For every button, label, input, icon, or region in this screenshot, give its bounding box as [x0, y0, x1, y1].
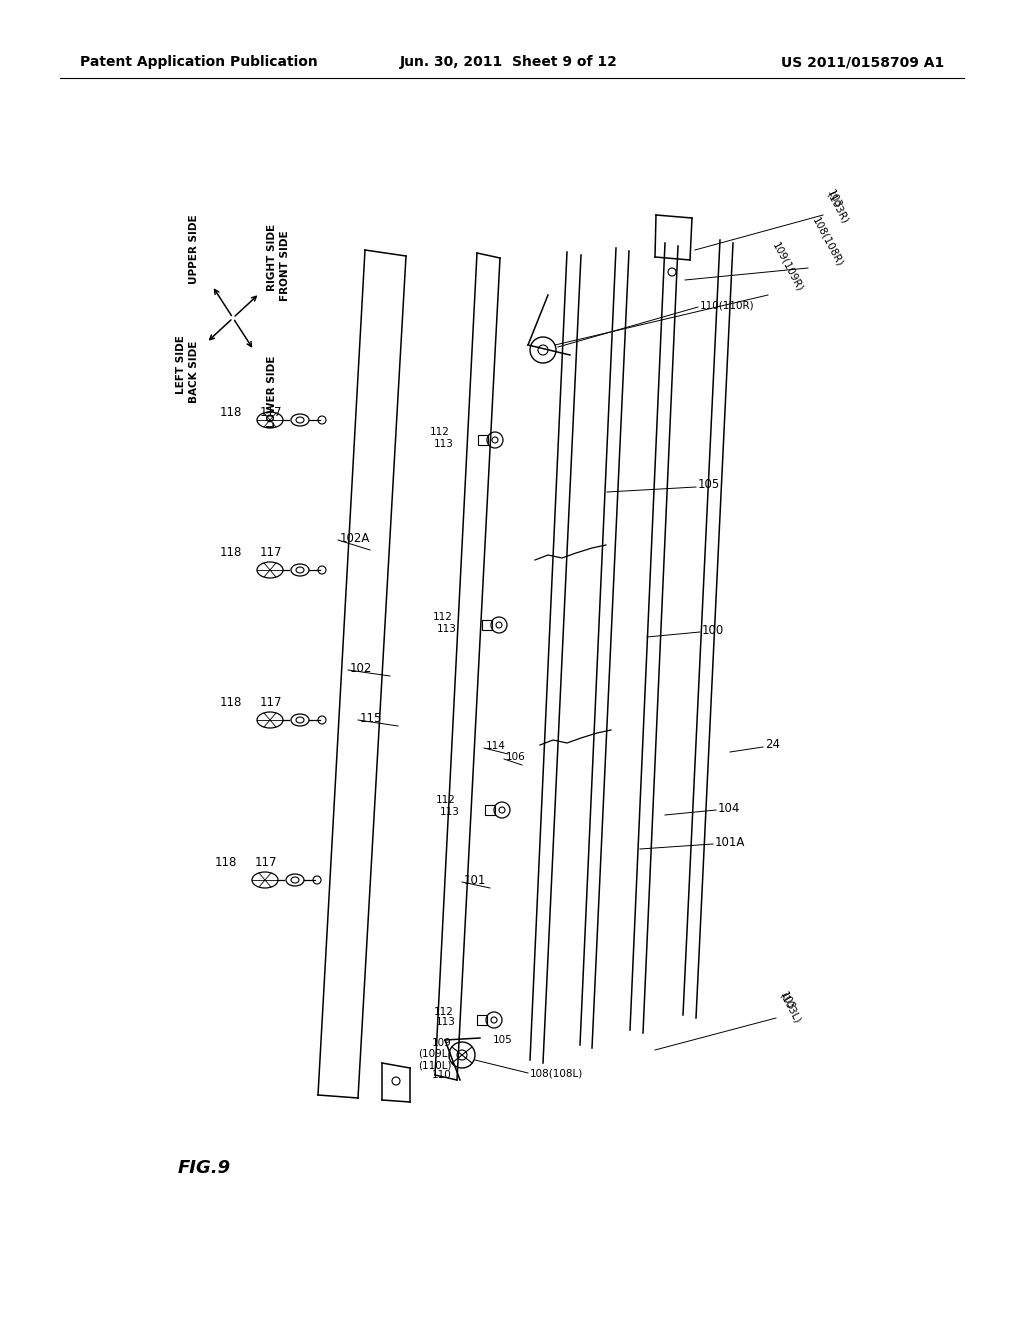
Text: 105: 105 — [698, 479, 720, 491]
Text: 117: 117 — [260, 407, 283, 420]
Text: 104: 104 — [718, 801, 740, 814]
Text: RIGHT SIDE: RIGHT SIDE — [266, 224, 276, 292]
Text: 112: 112 — [430, 426, 450, 437]
Bar — [485, 805, 495, 814]
Text: 115: 115 — [360, 711, 382, 725]
Text: 114: 114 — [486, 741, 506, 751]
Text: 109: 109 — [432, 1038, 452, 1048]
Text: 113: 113 — [440, 807, 460, 817]
Text: 106: 106 — [506, 752, 525, 762]
Text: 101A: 101A — [715, 836, 745, 849]
Bar — [482, 620, 492, 630]
Text: Jun. 30, 2011  Sheet 9 of 12: Jun. 30, 2011 Sheet 9 of 12 — [400, 55, 617, 69]
Text: (103R): (103R) — [825, 190, 850, 224]
Text: 103: 103 — [825, 187, 843, 210]
Text: 118: 118 — [220, 407, 243, 420]
Text: 118: 118 — [220, 697, 243, 710]
Text: 118: 118 — [215, 857, 238, 870]
Text: 110: 110 — [432, 1071, 452, 1080]
Text: 112: 112 — [433, 612, 453, 622]
Text: 113: 113 — [437, 624, 457, 634]
Bar — [477, 1015, 487, 1026]
Text: 100: 100 — [702, 623, 724, 636]
Text: 112: 112 — [436, 795, 456, 805]
Text: LOWER SIDE: LOWER SIDE — [267, 355, 276, 428]
Text: BACK SIDE: BACK SIDE — [189, 341, 200, 403]
Text: US 2011/0158709 A1: US 2011/0158709 A1 — [780, 55, 944, 69]
Text: (103L): (103L) — [778, 991, 803, 1026]
Text: 108(108R): 108(108R) — [810, 215, 845, 268]
Text: 108(108L): 108(108L) — [530, 1068, 584, 1078]
Text: 102: 102 — [350, 661, 373, 675]
Text: 110(110R): 110(110R) — [700, 300, 755, 310]
Text: 117: 117 — [260, 546, 283, 560]
Text: Patent Application Publication: Patent Application Publication — [80, 55, 317, 69]
Text: 113: 113 — [434, 440, 454, 449]
Text: 102A: 102A — [340, 532, 371, 544]
Text: 117: 117 — [260, 697, 283, 710]
Text: 112: 112 — [434, 1007, 454, 1016]
Text: LEFT SIDE: LEFT SIDE — [176, 335, 186, 393]
Text: 117: 117 — [255, 857, 278, 870]
Text: 105: 105 — [493, 1035, 513, 1045]
Text: FRONT SIDE: FRONT SIDE — [280, 231, 290, 301]
Text: 109(109R): 109(109R) — [770, 240, 805, 293]
Text: 24: 24 — [765, 738, 780, 751]
Text: (110L): (110L) — [419, 1060, 452, 1071]
Text: (109L): (109L) — [419, 1048, 452, 1059]
Bar — [478, 436, 488, 445]
Text: FIG.9: FIG.9 — [178, 1159, 231, 1177]
Text: 103: 103 — [778, 990, 796, 1012]
Text: 118: 118 — [220, 546, 243, 560]
Text: 101: 101 — [464, 874, 486, 887]
Text: 113: 113 — [436, 1016, 456, 1027]
Text: UPPER SIDE: UPPER SIDE — [189, 214, 199, 284]
